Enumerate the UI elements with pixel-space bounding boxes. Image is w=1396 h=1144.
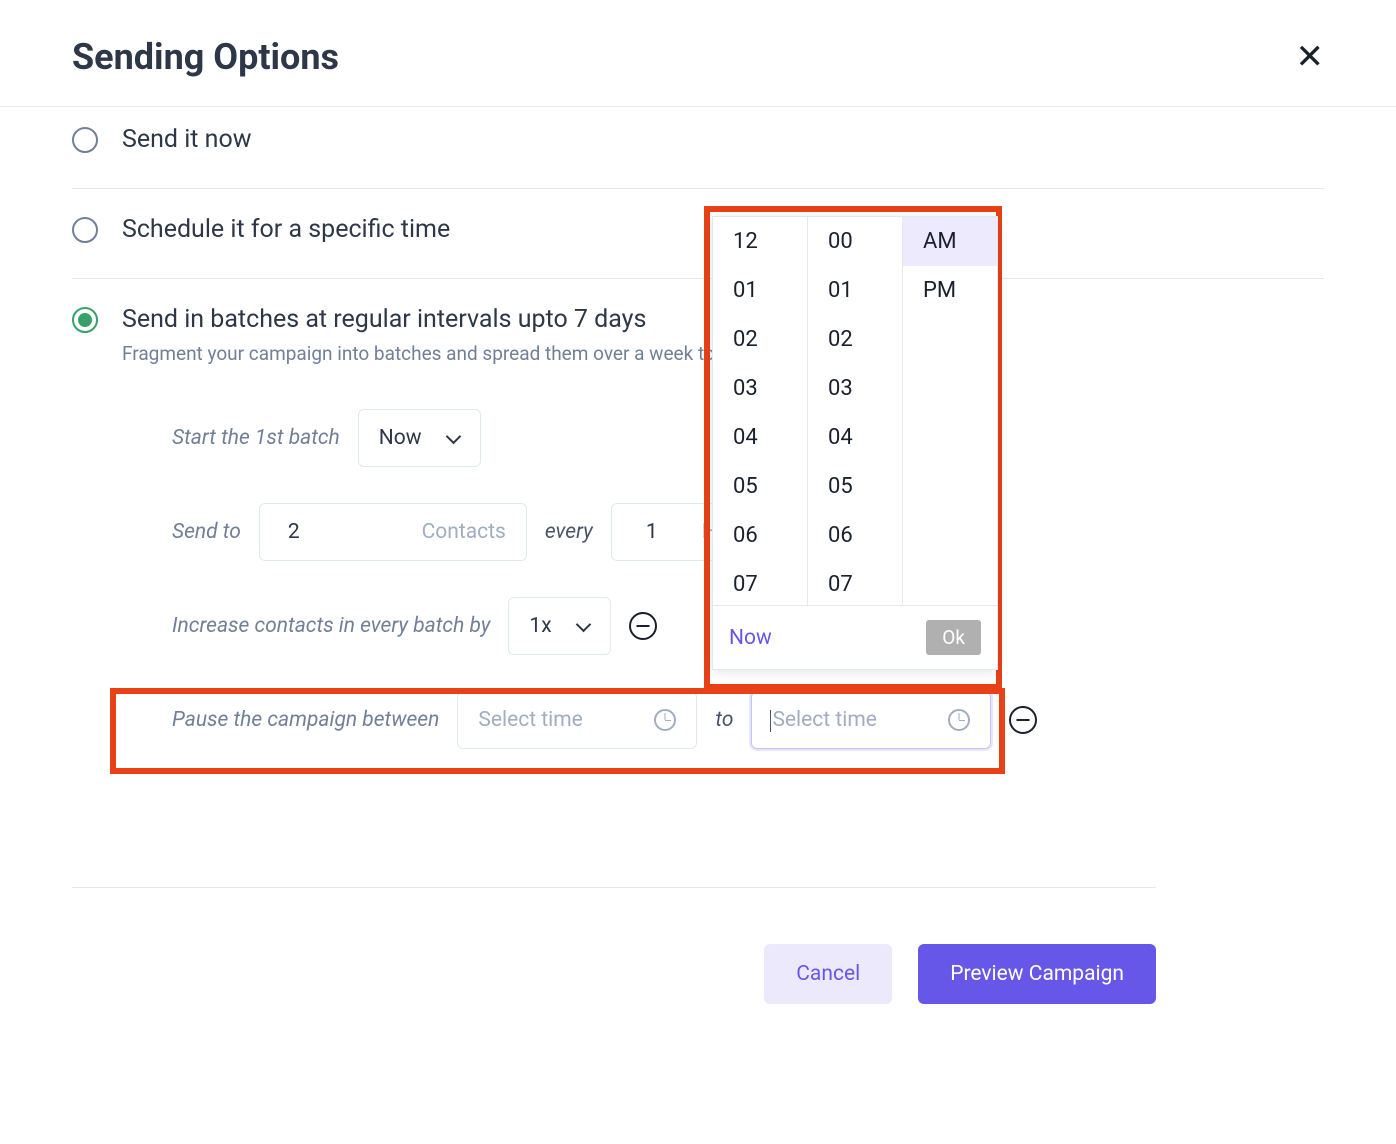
hour-item[interactable]: 01 <box>713 266 807 315</box>
increase-label: Increase contacts in every batch by <box>172 614 490 638</box>
hour-item[interactable]: 06 <box>713 511 807 560</box>
increase-select[interactable]: 1x <box>508 597 610 655</box>
hour-column[interactable]: 1201020304050607 <box>713 217 808 605</box>
minute-item[interactable]: 01 <box>808 266 902 315</box>
chevron-down-icon <box>576 619 590 633</box>
hour-item[interactable]: 04 <box>713 413 807 462</box>
minute-column[interactable]: 0001020304050607 <box>808 217 903 605</box>
chevron-down-icon <box>446 431 460 445</box>
page-title: Sending Options <box>72 36 339 78</box>
minute-item[interactable]: 00 <box>808 217 902 266</box>
radio-batches[interactable] <box>72 307 98 333</box>
pause-label: Pause the campaign between <box>172 708 439 732</box>
hour-item[interactable]: 03 <box>713 364 807 413</box>
hour-item[interactable]: 07 <box>713 560 807 605</box>
sendto-label: Send to <box>172 520 241 544</box>
minute-item[interactable]: 02 <box>808 315 902 364</box>
radio-schedule[interactable] <box>72 217 98 243</box>
hour-item[interactable]: 05 <box>713 462 807 511</box>
period-item[interactable]: AM <box>903 217 997 266</box>
every-label: every <box>545 520 593 544</box>
remove-increase-icon[interactable] <box>629 612 657 640</box>
pause-from-input[interactable]: Select time <box>457 691 697 749</box>
pause-to-label: to <box>715 708 733 732</box>
picker-ok-button[interactable]: Ok <box>926 620 981 655</box>
contacts-input[interactable]: 2 Contacts <box>259 503 527 561</box>
time-picker-popup: 1201020304050607 0001020304050607 AMPM N… <box>712 216 998 670</box>
clock-icon <box>654 709 676 731</box>
remove-pause-icon[interactable] <box>1009 706 1037 734</box>
cancel-button[interactable]: Cancel <box>764 944 892 1004</box>
period-item[interactable]: PM <box>903 266 997 315</box>
preview-campaign-button[interactable]: Preview Campaign <box>918 944 1156 1004</box>
hour-item[interactable]: 12 <box>713 217 807 266</box>
option-label-send-now: Send it now <box>122 125 1324 154</box>
hour-item[interactable]: 02 <box>713 315 807 364</box>
radio-send-now[interactable] <box>72 127 98 153</box>
minute-item[interactable]: 05 <box>808 462 902 511</box>
period-column[interactable]: AMPM <box>903 217 997 605</box>
start-batch-label: Start the 1st batch <box>172 426 340 450</box>
minute-item[interactable]: 07 <box>808 560 902 605</box>
minute-item[interactable]: 04 <box>808 413 902 462</box>
clock-icon <box>948 709 970 731</box>
start-batch-select[interactable]: Now <box>358 409 481 467</box>
minute-item[interactable]: 06 <box>808 511 902 560</box>
close-icon[interactable]: ✕ <box>1296 40 1325 74</box>
picker-now-button[interactable]: Now <box>729 626 772 650</box>
minute-item[interactable]: 03 <box>808 364 902 413</box>
pause-to-input[interactable]: Select time <box>751 691 991 749</box>
